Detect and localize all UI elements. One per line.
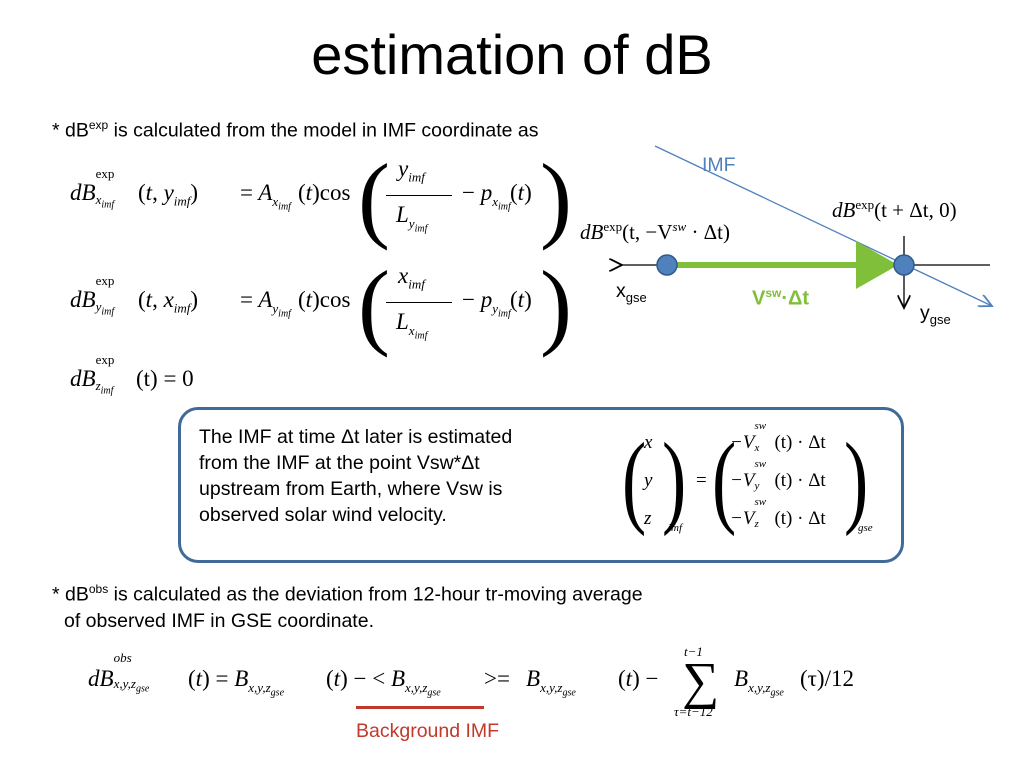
bullet-obs-line2: of observed IMF in GSE coordinate. — [64, 609, 374, 632]
info-box — [178, 407, 904, 563]
info-line-2: from the IMF at the point Vsw*Δt — [199, 452, 480, 474]
info-line-1: The IMF at time Δt later is estimated — [199, 426, 513, 448]
earth-point — [893, 254, 915, 276]
upstream-point — [656, 254, 678, 276]
bullet-exp-sup: exp — [88, 118, 109, 132]
info-line-4: observed solar wind velocity. — [199, 504, 447, 526]
bullet-exp: * dBexp is calculated from the model in … — [52, 112, 539, 144]
bullet-exp-text: is calculated from the model in IMF coor… — [108, 119, 539, 142]
imf-label: IMF — [702, 154, 736, 176]
equation-dbz: dB exp zimf (t) = 0 — [70, 352, 194, 397]
db-exp-upstream-label: dBexp(t, −Vsw · Δt) — [580, 219, 731, 244]
geometry-diagram: IMF dBexp(t + Δt, 0) dBexp(t, −Vsw · Δt)… — [570, 140, 1010, 340]
equation-dbobs: dB obs x,y,zgse (t) = Bx,y,zgse (t) − < Bx… — [88, 644, 854, 719]
db-exp-future-label: dBexp(t + Δt, 0) — [832, 197, 957, 222]
imf-line — [654, 145, 992, 306]
bullet-obs: * dBobs is calculated as the deviation f… — [52, 582, 643, 632]
background-imf-label: Background IMF — [356, 720, 500, 742]
info-box-text: The IMF at time Δt later is estimated fr… — [199, 424, 512, 528]
info-line-3: upstream from Earth, where Vsw is — [199, 478, 503, 500]
vsw-dt-label: Vsw·Δt — [752, 286, 810, 310]
y-gse-label: ygse — [920, 302, 951, 327]
position-vector-equation: ( x y z ) imf = ( −V sw x (t) · Δt −V sw y (t)… — [622, 420, 873, 538]
equation-dby: dB exp yimf (t, ximf) = Ayimf (t)cos ( xim… — [70, 251, 572, 358]
bullet-exp-prefix: * dB — [52, 119, 89, 142]
background-underline — [356, 706, 484, 709]
equation-dbx: dB exp ximf (t, yimf) = Aximf (t)cos ( yim… — [70, 144, 572, 251]
slide-title: estimation of dB — [311, 23, 713, 86]
diagram-svg — [570, 145, 1010, 340]
x-gse-label: xgse — [616, 280, 647, 305]
